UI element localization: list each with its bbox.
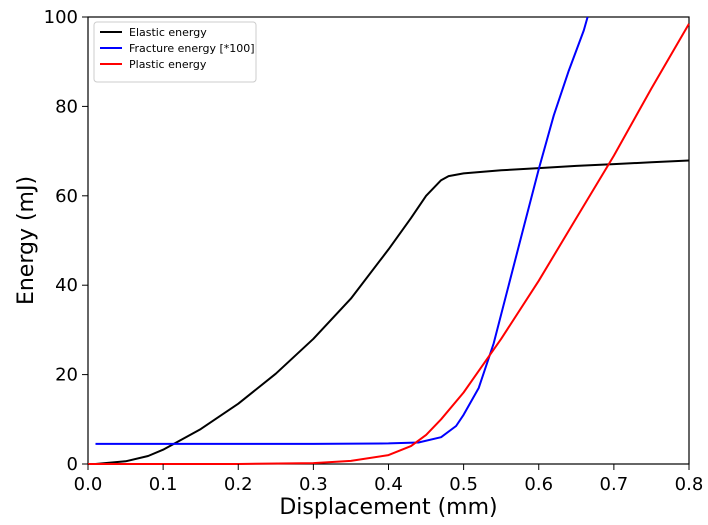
series-line-2: [88, 23, 690, 465]
x-tick-label: 0.4: [374, 474, 403, 495]
x-tick-label: 0.8: [675, 474, 704, 495]
x-tick-label: 0.6: [524, 474, 553, 495]
y-tick-label: 60: [55, 186, 78, 207]
x-tick-label: 0.2: [224, 474, 253, 495]
legend-label-0: Elastic energy: [129, 26, 207, 39]
series-line-1: [95, 16, 589, 445]
y-tick-label: 100: [44, 7, 78, 28]
legend-label-1: Fracture energy [*100]: [129, 42, 255, 55]
y-tick-label: 80: [55, 96, 78, 117]
x-axis-label: Displacement (mm): [279, 495, 497, 520]
plot-area: 0.0 0.1 0.2 0.3 0.4 0.5 0.6 0.7 0.8 0 20 40 60 80 100: [44, 7, 704, 495]
plot-frame: [87, 16, 690, 465]
legend: Elastic energy Fracture energy [*100] Plas…: [93, 21, 257, 83]
x-tick-label: 0.1: [149, 474, 178, 495]
y-tick-label: 0: [67, 454, 78, 475]
x-tick-label: 0.7: [600, 474, 629, 495]
series-layer: [88, 16, 690, 465]
y-axis-ticks: 0 20 40 60 80 100: [44, 7, 88, 475]
legend-label-2: Plastic energy: [129, 58, 207, 71]
x-axis-ticks: 0.0 0.1 0.2 0.3 0.4 0.5 0.6 0.7 0.8: [74, 464, 704, 495]
y-tick-label: 40: [55, 275, 78, 296]
y-axis-label: Energy (mJ): [14, 176, 39, 305]
legend-box: [93, 21, 257, 83]
x-tick-label: 0.0: [74, 474, 103, 495]
y-tick-label: 20: [55, 365, 78, 386]
x-tick-label: 0.3: [299, 474, 328, 495]
x-tick-label: 0.5: [449, 474, 478, 495]
series-line-0: [95, 159, 690, 465]
